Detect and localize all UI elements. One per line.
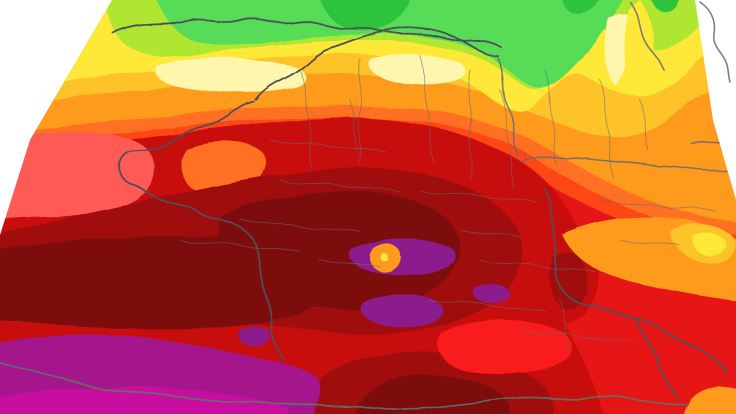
department-line [599, 79, 615, 179]
department-line [499, 89, 515, 189]
department-line [619, 239, 681, 247]
patch-orange-bottom-right [682, 386, 736, 414]
coastline-north-france [255, 26, 499, 101]
department-line [559, 299, 569, 351]
department-line [479, 259, 597, 273]
border-northeast [629, 1, 665, 71]
department-line [459, 229, 521, 237]
patch-dark-red-southeast [549, 252, 588, 310]
department-line [349, 99, 359, 151]
department-line [269, 139, 387, 153]
patch-violet-4 [238, 326, 271, 346]
patch-alps-yellow [695, 234, 728, 258]
border-alps-branch [635, 319, 679, 399]
department-line [468, 69, 472, 179]
department-line [299, 69, 313, 169]
department-line [279, 179, 401, 193]
hotspot-center [380, 253, 388, 261]
department-line [639, 99, 649, 151]
patch-pale-yellow-center [368, 54, 466, 85]
coastline-atlantic [255, 243, 285, 361]
band-green [150, 0, 630, 89]
coastline-england [113, 17, 501, 47]
patch-pale-yellow-west [153, 58, 306, 93]
department-line [544, 69, 560, 169]
patch-maroon-bottom [352, 374, 511, 414]
patch-violet-2 [359, 293, 444, 328]
department-line [599, 199, 717, 213]
coastline-biscay-spain [0, 361, 689, 411]
border-alps-italy [545, 189, 729, 375]
department-line [239, 219, 361, 233]
patch-green-dark-1 [318, 0, 410, 31]
patch-yellow-northeast-streak [624, 0, 654, 95]
coastline-brittany [118, 101, 257, 245]
department-line [519, 329, 637, 343]
department-line [358, 59, 362, 167]
patch-maroon-core [218, 191, 460, 310]
border-east-france [497, 57, 519, 157]
department-line [179, 239, 301, 253]
department-line [319, 259, 381, 267]
patch-bright-red-south [437, 320, 572, 376]
department-line [419, 189, 537, 203]
patch-green-dark-2 [560, 0, 600, 15]
department-line [429, 299, 547, 313]
department-line [419, 55, 435, 165]
patch-green-dark-3 [650, 0, 679, 12]
border-rhine-white-margin [699, 1, 731, 83]
border-switzerland [521, 158, 736, 173]
band-magenta-bottom [0, 387, 289, 414]
patch-violet-3 [473, 284, 511, 304]
